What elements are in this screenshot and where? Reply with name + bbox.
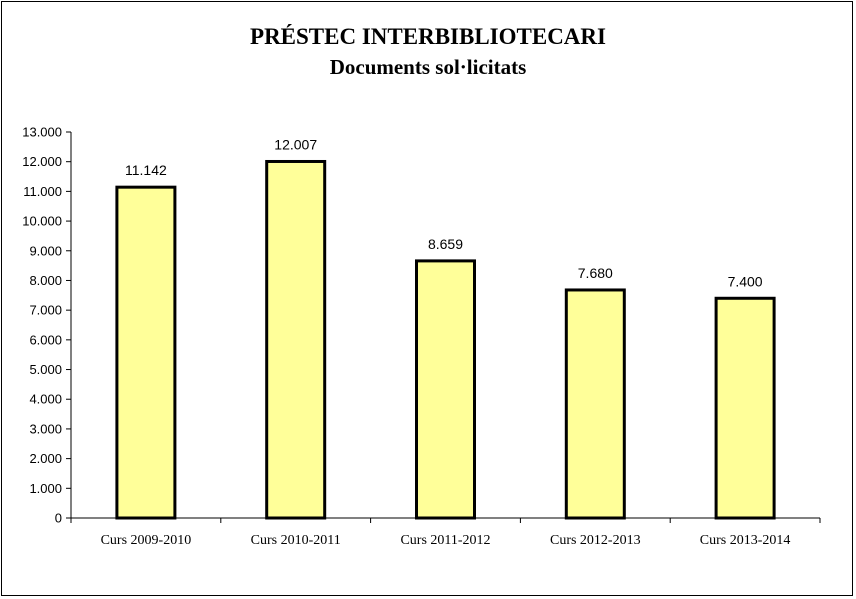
- bar: [115, 185, 177, 520]
- y-tick-label: 9.000: [29, 243, 62, 258]
- x-category-label: Curs 2009-2010: [101, 533, 192, 548]
- data-label: 11.142: [125, 162, 167, 178]
- y-tick-label: 7.000: [29, 303, 62, 318]
- x-category-label: Curs 2013-2014: [700, 533, 791, 548]
- y-tick-label: 1.000: [29, 481, 62, 496]
- y-tick-label: 13.000: [22, 125, 62, 140]
- bar: [415, 259, 476, 520]
- y-tick-label: 0: [55, 511, 62, 526]
- bar: [714, 296, 776, 520]
- y-tick-label: 4.000: [29, 392, 62, 407]
- y-tick-label: 11.000: [23, 184, 62, 199]
- bar: [564, 288, 626, 520]
- y-tick-label: 10.000: [22, 214, 62, 229]
- y-tick-label: 3.000: [29, 421, 62, 436]
- x-category-label: Curs 2010-2011: [251, 533, 341, 548]
- bar: [265, 159, 327, 520]
- data-label: 7.400: [728, 273, 763, 289]
- y-tick-label: 6.000: [29, 332, 62, 347]
- y-tick-label: 5.000: [29, 362, 62, 377]
- y-tick-label: 8.000: [29, 273, 62, 288]
- chart-title: PRÉSTEC INTERBIBLIOTECARI: [250, 24, 606, 49]
- y-tick-label: 12.000: [22, 154, 62, 169]
- x-category-label: Curs 2011-2012: [400, 533, 490, 548]
- chart-subtitle: Documents sol·licitats: [329, 55, 527, 79]
- x-category-label: Curs 2012-2013: [550, 533, 641, 548]
- y-tick-label: 2.000: [29, 451, 62, 466]
- data-label: 12.007: [274, 136, 317, 152]
- data-label: 8.659: [428, 236, 463, 252]
- data-label: 7.680: [578, 265, 613, 281]
